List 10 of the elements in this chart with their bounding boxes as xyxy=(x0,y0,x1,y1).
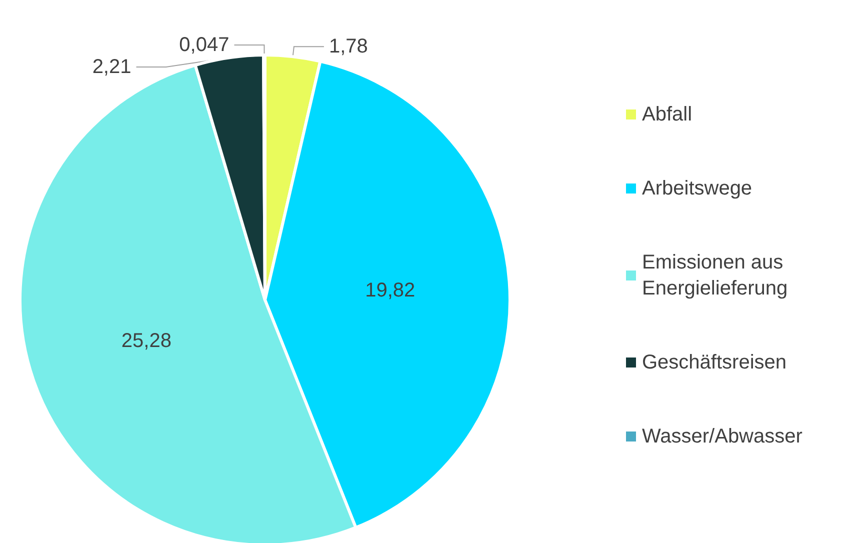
legend-label: Emissionen aus Energielieferung xyxy=(642,252,789,300)
data-label: 19,82 xyxy=(365,279,416,302)
data-label: 1,78 xyxy=(328,36,368,58)
legend-label: Abfall xyxy=(642,104,692,126)
data-label: 0,047 xyxy=(179,34,230,56)
data-label: 2,21 xyxy=(92,56,132,78)
legend-label: Arbeitswege xyxy=(642,178,752,200)
data-label: 25,28 xyxy=(121,330,172,352)
legend-label: Geschäftsreisen xyxy=(642,352,787,374)
legend-label: Wasser/Abwasser xyxy=(642,426,803,448)
